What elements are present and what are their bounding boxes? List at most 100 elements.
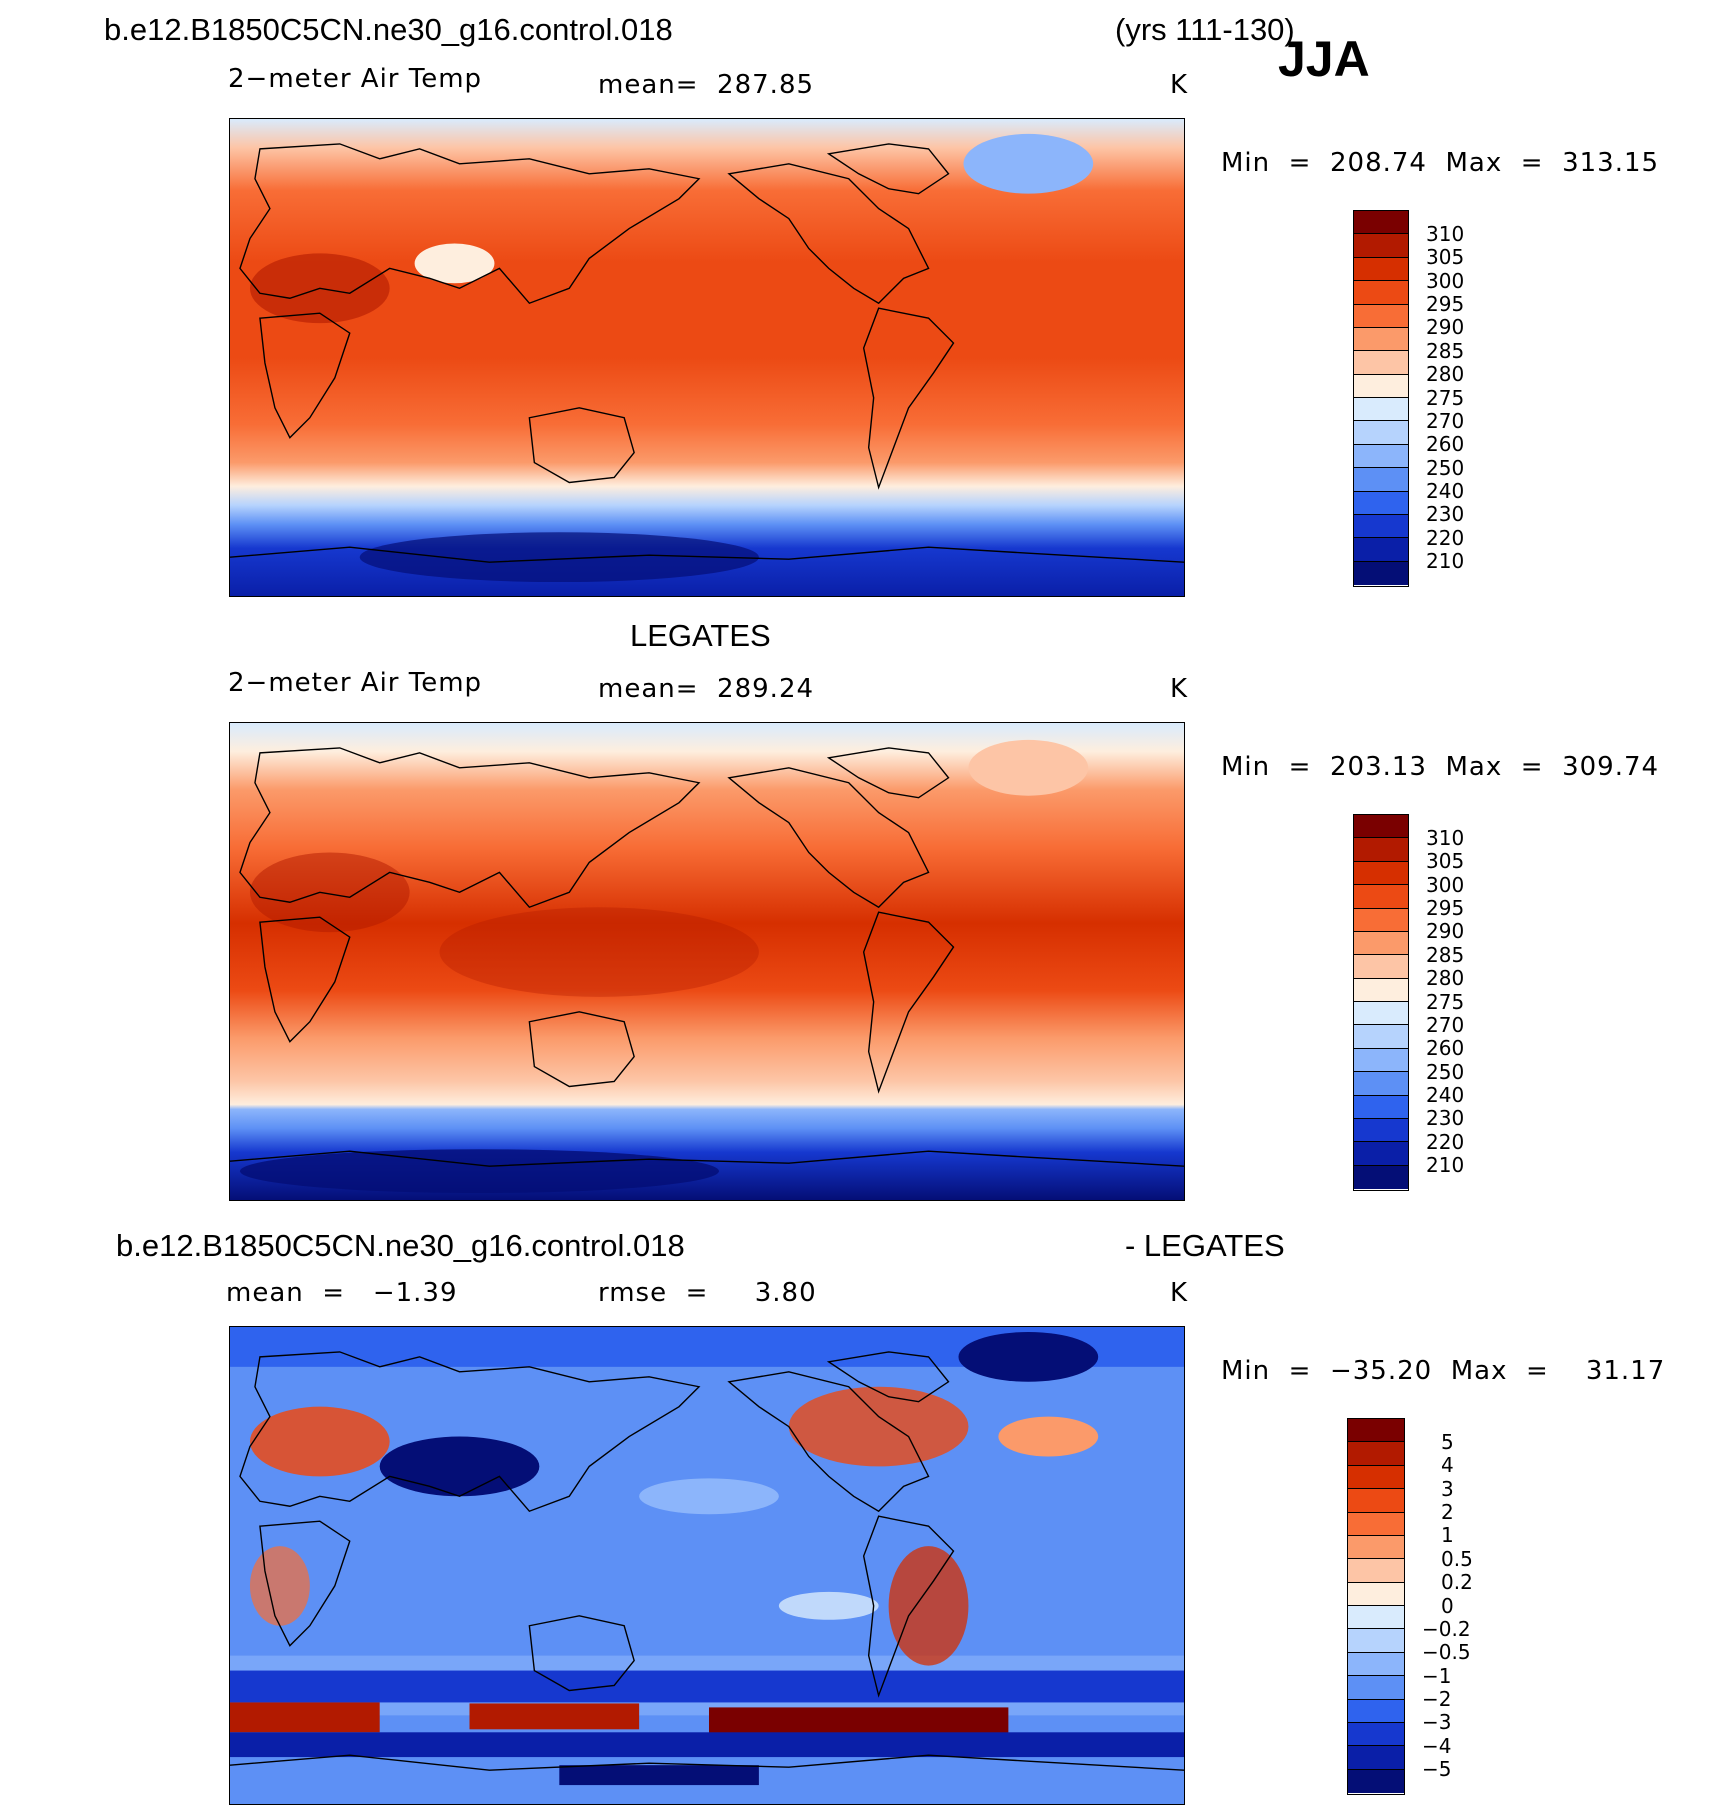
colorbar-label: 0 [1441, 1593, 1454, 1618]
colorbar-swatch [1354, 257, 1408, 282]
panel1-colorbar [1353, 210, 1409, 587]
colorbar-swatch [1348, 1419, 1404, 1443]
colorbar-label: 4 [1441, 1453, 1454, 1478]
panel2-units-label: K [1170, 674, 1189, 704]
colorbar-swatch [1348, 1489, 1404, 1513]
panel2-title: LEGATES [630, 618, 771, 653]
colorbar-swatch [1354, 908, 1408, 932]
colorbar-swatch [1354, 1025, 1408, 1049]
colorbar-label: 210 [1426, 1153, 1465, 1178]
colorbar-label: 230 [1426, 1106, 1465, 1131]
colorbar-swatch [1354, 561, 1408, 585]
colorbar-swatch [1354, 1002, 1408, 1026]
colorbar-swatch [1354, 885, 1408, 909]
colorbar-label: 275 [1426, 989, 1465, 1014]
colorbar-label: −5 [1422, 1757, 1452, 1782]
colorbar-label: 280 [1426, 362, 1465, 387]
panel3-colorbar [1347, 1418, 1405, 1795]
colorbar-label: 3 [1441, 1476, 1454, 1501]
colorbar-label: 275 [1426, 385, 1465, 410]
season-label: JJA [1278, 31, 1370, 87]
colorbar-label: 1 [1441, 1523, 1454, 1548]
colorbar-label: 260 [1426, 432, 1465, 457]
colorbar-label: 310 [1426, 825, 1465, 850]
colorbar-swatch [1354, 955, 1408, 979]
colorbar-swatch [1354, 838, 1408, 862]
colorbar-swatch [1354, 304, 1408, 328]
colorbar-label: 295 [1426, 896, 1465, 920]
colorbar-label: −0.5 [1422, 1640, 1471, 1665]
colorbar-label: 250 [1426, 1059, 1465, 1084]
colorbar-label: −1 [1422, 1663, 1452, 1688]
panel3-title-left: b.e12.B1850C5CN.ne30_g16.control.018 [116, 1228, 685, 1263]
colorbar-swatch [1354, 234, 1408, 258]
colorbar-label: 305 [1426, 849, 1465, 874]
colorbar-label: 0.5 [1441, 1546, 1473, 1571]
colorbar-swatch [1348, 1769, 1404, 1793]
colorbar-label: 295 [1426, 292, 1465, 316]
colorbar-swatch [1354, 815, 1408, 839]
panel1-units-label: K [1170, 70, 1189, 100]
colorbar-swatch [1354, 491, 1408, 515]
colorbar-label: 260 [1426, 1036, 1465, 1061]
panel3-mean-label: mean = −1.39 [226, 1278, 458, 1308]
colorbar-swatch [1354, 538, 1408, 562]
colorbar-swatch [1348, 1699, 1404, 1723]
colorbar-swatch [1348, 1676, 1404, 1700]
colorbar-label: 290 [1426, 919, 1465, 944]
colorbar-label: 250 [1426, 455, 1465, 480]
colorbar-swatch [1354, 398, 1408, 422]
colorbar-swatch [1348, 1606, 1404, 1630]
colorbar-swatch [1354, 1095, 1408, 1119]
panel1-map-svg [230, 119, 1184, 596]
colorbar-label: 285 [1426, 338, 1465, 363]
colorbar-swatch [1354, 421, 1408, 445]
colorbar-swatch [1348, 1652, 1404, 1677]
panel2-minmax-label: Min = 203.13 Max = 309.74 [1221, 752, 1660, 782]
colorbar-label: 220 [1426, 1129, 1465, 1154]
panel2-variable-label: 2−meter Air Temp [228, 668, 483, 698]
colorbar-swatch [1354, 351, 1408, 375]
colorbar-label: 0.2 [1441, 1570, 1473, 1595]
colorbar-label: 220 [1426, 525, 1465, 550]
panel3-map-svg [230, 1327, 1184, 1804]
colorbar-label: 300 [1426, 268, 1465, 293]
panel2-map [229, 722, 1185, 1201]
colorbar-swatch [1354, 931, 1408, 956]
panel1-map [229, 118, 1185, 597]
colorbar-swatch [1348, 1442, 1404, 1466]
colorbar-swatch [1354, 861, 1408, 886]
colorbar-swatch [1348, 1465, 1404, 1490]
colorbar-label: 270 [1426, 408, 1465, 433]
colorbar-swatch [1348, 1629, 1404, 1653]
colorbar-swatch [1354, 1165, 1408, 1189]
colorbar-swatch [1348, 1512, 1404, 1536]
colorbar-label: 2 [1441, 1500, 1454, 1524]
panel2-mean-label: mean= 289.24 [598, 674, 815, 704]
colorbar-swatch [1354, 1118, 1408, 1143]
colorbar-label: −2 [1422, 1687, 1452, 1711]
colorbar-label: 280 [1426, 966, 1465, 991]
panel2-map-svg [230, 723, 1184, 1200]
colorbar-label: 305 [1426, 245, 1465, 270]
colorbar-label: 240 [1426, 1083, 1465, 1107]
colorbar-swatch [1354, 1072, 1408, 1096]
colorbar-swatch [1354, 281, 1408, 305]
panel3-units-label: K [1170, 1278, 1189, 1308]
panel3-rmse-label: rmse = 3.80 [598, 1278, 817, 1308]
colorbar-swatch [1354, 374, 1408, 398]
colorbar-swatch [1354, 514, 1408, 539]
colorbar-swatch [1354, 1048, 1408, 1073]
colorbar-label: −0.2 [1422, 1616, 1471, 1641]
colorbar-label: 210 [1426, 549, 1465, 574]
colorbar-swatch [1354, 978, 1408, 1002]
colorbar-swatch [1348, 1535, 1404, 1560]
panel1-mean-label: mean= 287.85 [598, 70, 815, 100]
colorbar-label: 230 [1426, 502, 1465, 527]
colorbar-swatch [1354, 327, 1408, 352]
colorbar-label: 240 [1426, 479, 1465, 503]
panel1-variable-label: 2−meter Air Temp [228, 64, 483, 94]
colorbar-swatch [1348, 1746, 1404, 1770]
colorbar-label: 5 [1441, 1429, 1454, 1454]
panel3-map [229, 1326, 1185, 1805]
